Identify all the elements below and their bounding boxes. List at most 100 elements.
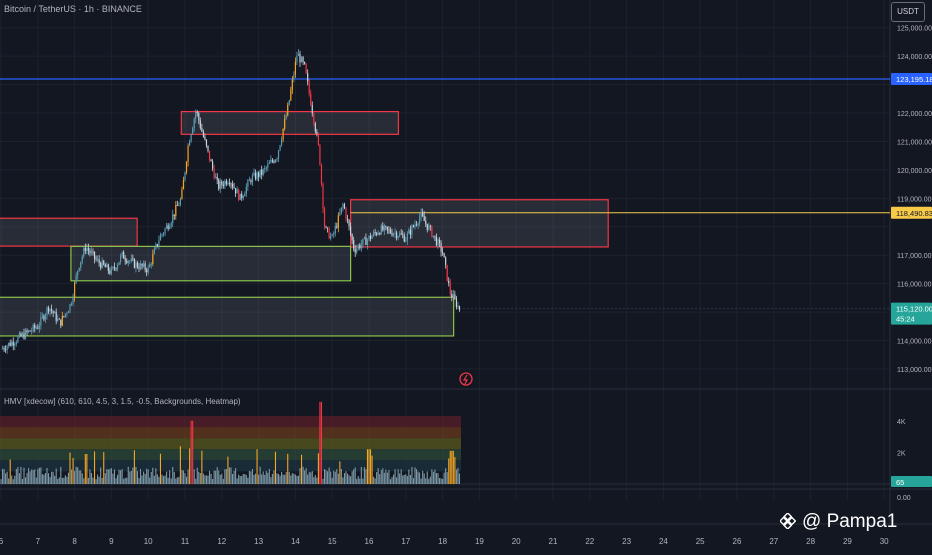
currency-button[interactable]: USDT xyxy=(891,2,925,22)
candle-body xyxy=(67,311,70,314)
volume-bar xyxy=(442,478,444,484)
candle-body xyxy=(12,341,14,346)
candle-body xyxy=(112,266,114,269)
heatmap-band xyxy=(0,449,461,461)
volume-bar xyxy=(388,470,390,484)
candle-body xyxy=(365,237,367,245)
volume-bar xyxy=(342,477,344,484)
time-tick-label: 11 xyxy=(181,537,190,546)
volume-bar xyxy=(210,473,212,484)
candle-body xyxy=(414,224,416,227)
volume-bar xyxy=(152,467,154,484)
candle-body xyxy=(74,282,76,298)
volume-bar xyxy=(327,471,329,484)
volume-bar xyxy=(279,475,281,484)
volume-bar xyxy=(75,466,77,484)
candle-body xyxy=(345,208,347,219)
candle-body xyxy=(57,318,59,321)
volume-bar xyxy=(97,474,99,484)
candle-body xyxy=(383,225,385,231)
volume-bar xyxy=(379,474,381,484)
volume-bar xyxy=(29,471,31,484)
candle-body xyxy=(366,239,369,245)
volume-bar xyxy=(24,477,27,484)
volume-bar xyxy=(181,469,183,484)
volume-bar xyxy=(40,467,42,484)
volume-bar xyxy=(285,472,287,484)
binance-logo-icon xyxy=(780,513,796,529)
volume-bar xyxy=(288,471,290,484)
volume-bar xyxy=(34,469,36,484)
volume-bar xyxy=(396,477,398,484)
candle-body xyxy=(139,263,142,269)
candle-body xyxy=(250,180,252,183)
volume-bar xyxy=(147,469,149,484)
volume-bar xyxy=(44,472,47,484)
volume-bar xyxy=(208,470,211,484)
candle-body xyxy=(17,337,19,343)
volume-bar xyxy=(402,475,404,484)
candle-body xyxy=(362,238,364,245)
volume-bar xyxy=(308,471,310,484)
volume-bar xyxy=(129,471,131,484)
candle-body xyxy=(110,268,112,274)
volume-bar xyxy=(394,469,396,484)
candle-body xyxy=(328,228,330,239)
candle-body xyxy=(325,226,327,228)
candle-body xyxy=(172,214,174,223)
volume-bar xyxy=(236,478,238,484)
candle-body xyxy=(422,212,424,216)
volume-bar xyxy=(139,468,142,484)
candle-body xyxy=(256,172,258,180)
zones xyxy=(0,110,609,337)
candle-body xyxy=(83,247,85,257)
volume-bar xyxy=(369,449,372,484)
candle-body xyxy=(202,131,204,137)
volume-tick-label: 2K xyxy=(897,450,906,457)
volume-bar xyxy=(261,474,263,484)
time-tick-label: 16 xyxy=(365,537,374,546)
current-price-tag-bg xyxy=(891,302,932,325)
volume-bar xyxy=(153,475,155,484)
price-axis: 125,000.00 124,000.00 122,000.00 121,000.00… xyxy=(897,26,932,374)
volume-bar xyxy=(178,476,180,484)
volume-bar xyxy=(57,479,59,484)
candle-body xyxy=(317,133,319,145)
candle-body xyxy=(207,145,209,151)
candle-body xyxy=(121,252,123,256)
candle-body xyxy=(270,160,272,163)
volume-bar xyxy=(149,477,151,484)
candle-body xyxy=(451,294,453,298)
candle-body xyxy=(38,325,40,329)
candle-body xyxy=(89,250,91,253)
candle-body xyxy=(164,228,166,234)
volume-bar xyxy=(136,471,139,484)
candle-body xyxy=(320,164,323,184)
symbol-title[interactable]: Bitcoin / TetherUS · 1h · BINANCE xyxy=(4,4,142,14)
candle-body xyxy=(161,234,163,236)
volume-bar xyxy=(254,473,257,484)
volume-bar xyxy=(156,474,158,484)
candle-body xyxy=(149,264,151,268)
candle-body xyxy=(224,180,226,186)
candle-body xyxy=(385,225,387,227)
volume-bar xyxy=(345,471,347,484)
candle-body xyxy=(405,240,407,242)
volume-bar xyxy=(133,450,135,484)
candle-body xyxy=(452,294,454,298)
indicator-label[interactable]: HMV [xdecow] (610, 610, 4.5, 3, 1.5, -0.… xyxy=(4,397,241,406)
time-tick-label: 26 xyxy=(733,537,742,546)
blue-price-tag: 123,195.18 xyxy=(891,73,932,86)
watermark-text: @ Pampa1 xyxy=(802,511,898,532)
candle-body xyxy=(308,81,310,94)
volume-bar xyxy=(66,476,68,484)
indicator-value-tag-bg xyxy=(891,476,932,487)
candle-body xyxy=(235,188,237,194)
volume-bar xyxy=(104,473,106,484)
candle-body xyxy=(340,207,342,213)
time-tick-label: 9 xyxy=(109,537,114,546)
candle-body xyxy=(290,89,292,101)
volume-bar xyxy=(141,475,143,484)
candle-body xyxy=(196,111,198,114)
